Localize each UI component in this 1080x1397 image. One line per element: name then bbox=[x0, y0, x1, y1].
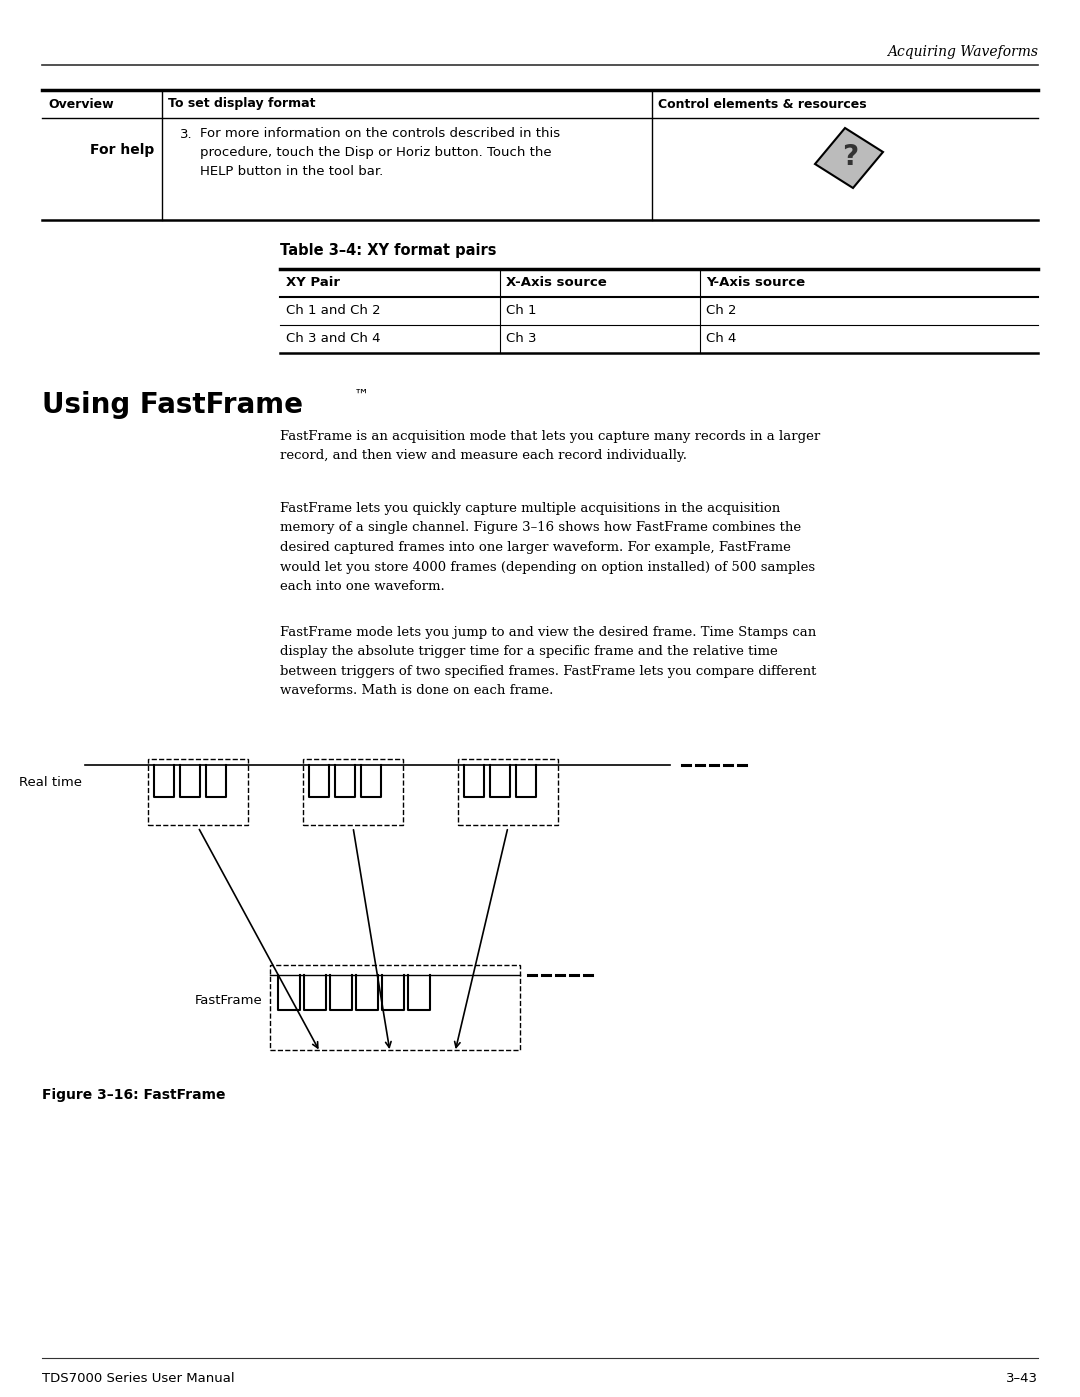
Bar bbox=[270, 965, 519, 1051]
Text: 3–43: 3–43 bbox=[1005, 1372, 1038, 1384]
Text: For more information on the controls described in this
procedure, touch the Disp: For more information on the controls des… bbox=[200, 127, 561, 177]
Text: For help: For help bbox=[90, 142, 154, 156]
Text: Ch 3: Ch 3 bbox=[507, 332, 537, 345]
Text: Ch 1: Ch 1 bbox=[507, 305, 537, 317]
Text: Ch 4: Ch 4 bbox=[706, 332, 737, 345]
Text: ™: ™ bbox=[354, 387, 369, 402]
Text: Overview: Overview bbox=[48, 98, 113, 110]
Text: TDS7000 Series User Manual: TDS7000 Series User Manual bbox=[42, 1372, 234, 1384]
Text: Ch 2: Ch 2 bbox=[706, 305, 737, 317]
Bar bbox=[148, 759, 248, 826]
Text: Real time: Real time bbox=[19, 777, 82, 789]
Text: Table 3–4: XY format pairs: Table 3–4: XY format pairs bbox=[280, 243, 497, 258]
Text: FastFrame mode lets you jump to and view the desired frame. Time Stamps can
disp: FastFrame mode lets you jump to and view… bbox=[280, 626, 816, 697]
Text: To set display format: To set display format bbox=[168, 98, 315, 110]
Bar bbox=[458, 759, 558, 826]
Polygon shape bbox=[815, 129, 883, 189]
Text: 3.: 3. bbox=[180, 129, 192, 141]
Text: XY Pair: XY Pair bbox=[286, 277, 340, 289]
Text: Ch 3 and Ch 4: Ch 3 and Ch 4 bbox=[286, 332, 380, 345]
Text: Y-Axis source: Y-Axis source bbox=[706, 277, 805, 289]
Text: X-Axis source: X-Axis source bbox=[507, 277, 607, 289]
Text: Control elements & resources: Control elements & resources bbox=[658, 98, 866, 110]
Text: FastFrame lets you quickly capture multiple acquisitions in the acquisition
memo: FastFrame lets you quickly capture multi… bbox=[280, 502, 815, 592]
Bar bbox=[303, 759, 403, 826]
Text: FastFrame is an acquisition mode that lets you capture many records in a larger
: FastFrame is an acquisition mode that le… bbox=[280, 430, 820, 462]
Text: Acquiring Waveforms: Acquiring Waveforms bbox=[887, 45, 1038, 59]
Text: Ch 1 and Ch 2: Ch 1 and Ch 2 bbox=[286, 305, 380, 317]
Text: ?: ? bbox=[842, 142, 859, 170]
Text: Figure 3–16: FastFrame: Figure 3–16: FastFrame bbox=[42, 1088, 226, 1102]
Text: FastFrame: FastFrame bbox=[194, 993, 262, 1006]
Text: Using FastFrame: Using FastFrame bbox=[42, 391, 303, 419]
